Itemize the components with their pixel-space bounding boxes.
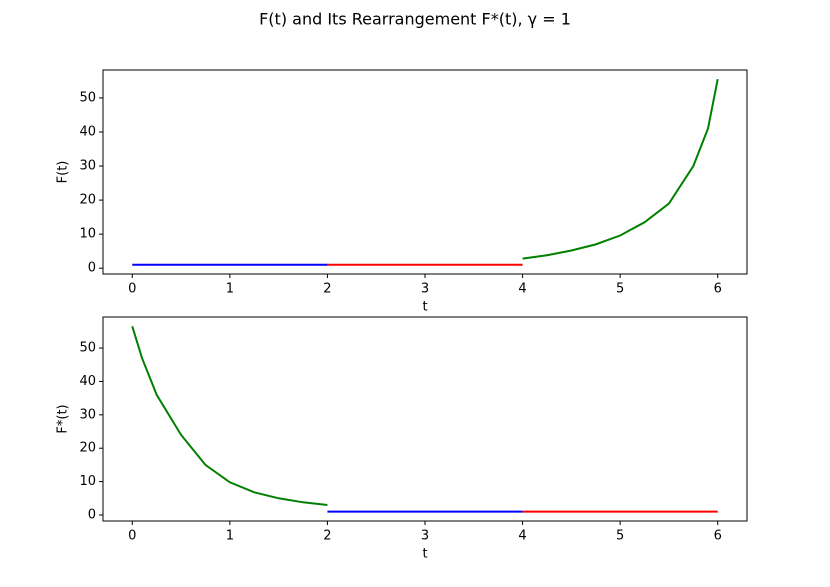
- y-tick-label: 40: [79, 124, 96, 139]
- x-tick-label: 4: [518, 529, 526, 544]
- x-tick-label: 6: [714, 529, 722, 544]
- y-tick-label: 0: [88, 507, 96, 522]
- y-tick-label: 10: [79, 227, 96, 242]
- x-tick-label: 2: [323, 529, 331, 544]
- x-tick-label: 4: [518, 282, 526, 297]
- x-tick-label: 5: [616, 529, 624, 544]
- x-tick-label: 3: [421, 282, 429, 297]
- y-tick-label: 20: [79, 193, 96, 208]
- y-axis-label: F*(t): [56, 404, 71, 433]
- x-tick-label: 3: [421, 529, 429, 544]
- x-tick-label: 1: [226, 282, 234, 297]
- x-tick-label: 5: [616, 282, 624, 297]
- x-tick-label: 2: [323, 282, 331, 297]
- line: [522, 79, 719, 260]
- axes-frame: [102, 69, 748, 275]
- y-tick-label: 30: [79, 159, 96, 174]
- y-tick-label: 10: [79, 474, 96, 489]
- y-axis-label: F(t): [56, 161, 71, 184]
- x-tick-label: 0: [128, 282, 136, 297]
- y-tick-label: 30: [79, 407, 96, 422]
- y-tick-label: 40: [79, 374, 96, 389]
- x-tick-label: 1: [226, 529, 234, 544]
- y-tick-label: 20: [79, 441, 96, 456]
- y-tick-label: 0: [88, 261, 96, 276]
- axes-frame: [102, 316, 748, 522]
- x-tick-label: 0: [128, 529, 136, 544]
- x-axis-label: t: [422, 300, 427, 315]
- x-tick-label: 6: [714, 282, 722, 297]
- y-tick-label: 50: [79, 341, 96, 356]
- figure-title: F(t) and Its Rearrangement F*(t), γ = 1: [259, 10, 571, 29]
- x-axis-label: t: [422, 547, 427, 562]
- line: [131, 326, 328, 506]
- y-tick-label: 50: [79, 90, 96, 105]
